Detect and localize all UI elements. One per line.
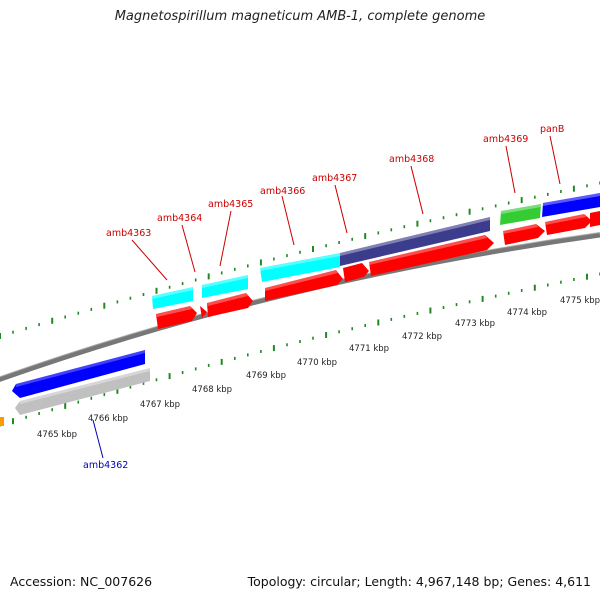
gene-label-amb4368[interactable]: amb4368: [389, 154, 434, 165]
feature-amb4369-cds[interactable]: [500, 204, 541, 225]
gene-label-amb4366[interactable]: amb4366: [260, 186, 305, 197]
kbp-label: 4765 kbp: [37, 430, 77, 440]
feature-amb4363-cds[interactable]: [152, 287, 193, 309]
gene-label-amb4367[interactable]: amb4367: [312, 173, 357, 184]
kbp-label: 4770 kbp: [297, 358, 337, 368]
forward-gene-row: [156, 211, 600, 329]
feature-amb4364-cds[interactable]: [202, 275, 248, 298]
kbp-label: 4769 kbp: [246, 371, 286, 381]
feature-amb4368-gene[interactable]: [369, 235, 494, 276]
feature-amb4363-gene[interactable]: [156, 306, 197, 329]
feature-amb4364-gene[interactable]: [200, 306, 207, 318]
gene-label-amb4364[interactable]: amb4364: [157, 213, 202, 224]
map-title: Magnetospirillum magneticum AMB-1, compl…: [114, 9, 486, 24]
feature-amb4367-cds[interactable]: [340, 217, 490, 266]
feature-panB-gene[interactable]: [545, 214, 592, 235]
amb4362-leader-line: [92, 419, 104, 459]
feature-amb4369-gene[interactable]: [503, 224, 545, 245]
kbp-label: 4768 kbp: [192, 385, 232, 395]
accession-text: Accession: NC_007626: [10, 574, 153, 589]
kbp-label: 4774 kbp: [507, 308, 547, 318]
feature-amb4367-gene[interactable]: [343, 263, 369, 282]
gene-label-amb4362[interactable]: amb4362: [83, 460, 128, 471]
kbp-label: 4766 kbp: [88, 414, 128, 424]
gene-label-amb4363[interactable]: amb4363: [106, 228, 151, 239]
gene-label-amb4365[interactable]: amb4365: [208, 199, 253, 210]
tick-ring-outer: [0, 181, 600, 339]
kbp-label: 4771 kbp: [349, 344, 389, 354]
forward-cds-row: [152, 193, 600, 309]
feature-amb4365-gene[interactable]: [207, 293, 253, 317]
feature-amb4362-gene[interactable]: [15, 368, 150, 415]
feature-amb4366-cds[interactable]: [260, 253, 340, 282]
feature-amb4362-cds[interactable]: [12, 350, 145, 398]
forward-leader-lines: [131, 135, 561, 281]
gene-label-amb4369[interactable]: amb4369: [483, 134, 528, 145]
feature-panB-cds[interactable]: [542, 193, 600, 217]
kbp-label: 4772 kbp: [402, 332, 442, 342]
kbp-label: 4775 kbp: [560, 296, 600, 306]
genome-summary-text: Topology: circular; Length: 4,967,148 bp…: [247, 574, 591, 589]
kbp-label: 4767 kbp: [140, 400, 180, 410]
kbp-label: 4773 kbp: [455, 319, 495, 329]
feature-amb4366-gene[interactable]: [265, 270, 343, 301]
reverse-strand: [0, 350, 150, 426]
tick-ring-inner: 4765 kbp 4766 kbp 4767 kbp 4768 kbp 4769 kbp…: [0, 272, 600, 440]
gene-label-panB[interactable]: panB: [540, 124, 564, 135]
